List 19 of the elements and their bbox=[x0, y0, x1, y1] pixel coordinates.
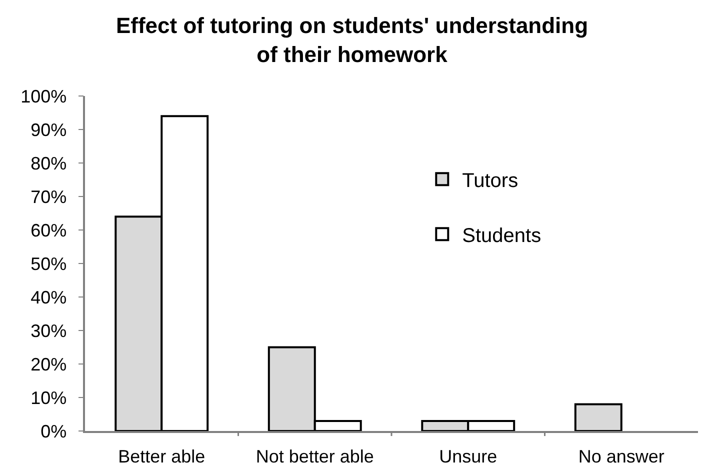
y-tick-label: 80% bbox=[30, 153, 67, 174]
chart-title: Effect of tutoring on students' understanding of their homework bbox=[116, 13, 588, 67]
y-tick-label: 100% bbox=[20, 86, 67, 106]
legend-label: Students bbox=[462, 224, 542, 247]
y-tick-label: 20% bbox=[30, 354, 67, 374]
x-tick-label: Better able bbox=[118, 446, 206, 466]
y-tick-label: 0% bbox=[40, 421, 67, 442]
x-tick-label: Not better able bbox=[256, 446, 374, 466]
x-tick-label: Unsure bbox=[439, 446, 498, 466]
y-tick-label: 30% bbox=[30, 320, 67, 341]
y-tick-label: 60% bbox=[30, 220, 67, 240]
legend-label: Tutors bbox=[462, 170, 518, 192]
x-tick-label: No answer bbox=[578, 446, 664, 466]
y-tick-label: 40% bbox=[30, 287, 67, 308]
y-tick-label: 10% bbox=[30, 388, 67, 408]
bar bbox=[574, 403, 622, 431]
y-tick-label: 70% bbox=[30, 186, 67, 207]
y-tick-label: 50% bbox=[30, 254, 67, 274]
y-tick-label: 90% bbox=[30, 120, 67, 140]
